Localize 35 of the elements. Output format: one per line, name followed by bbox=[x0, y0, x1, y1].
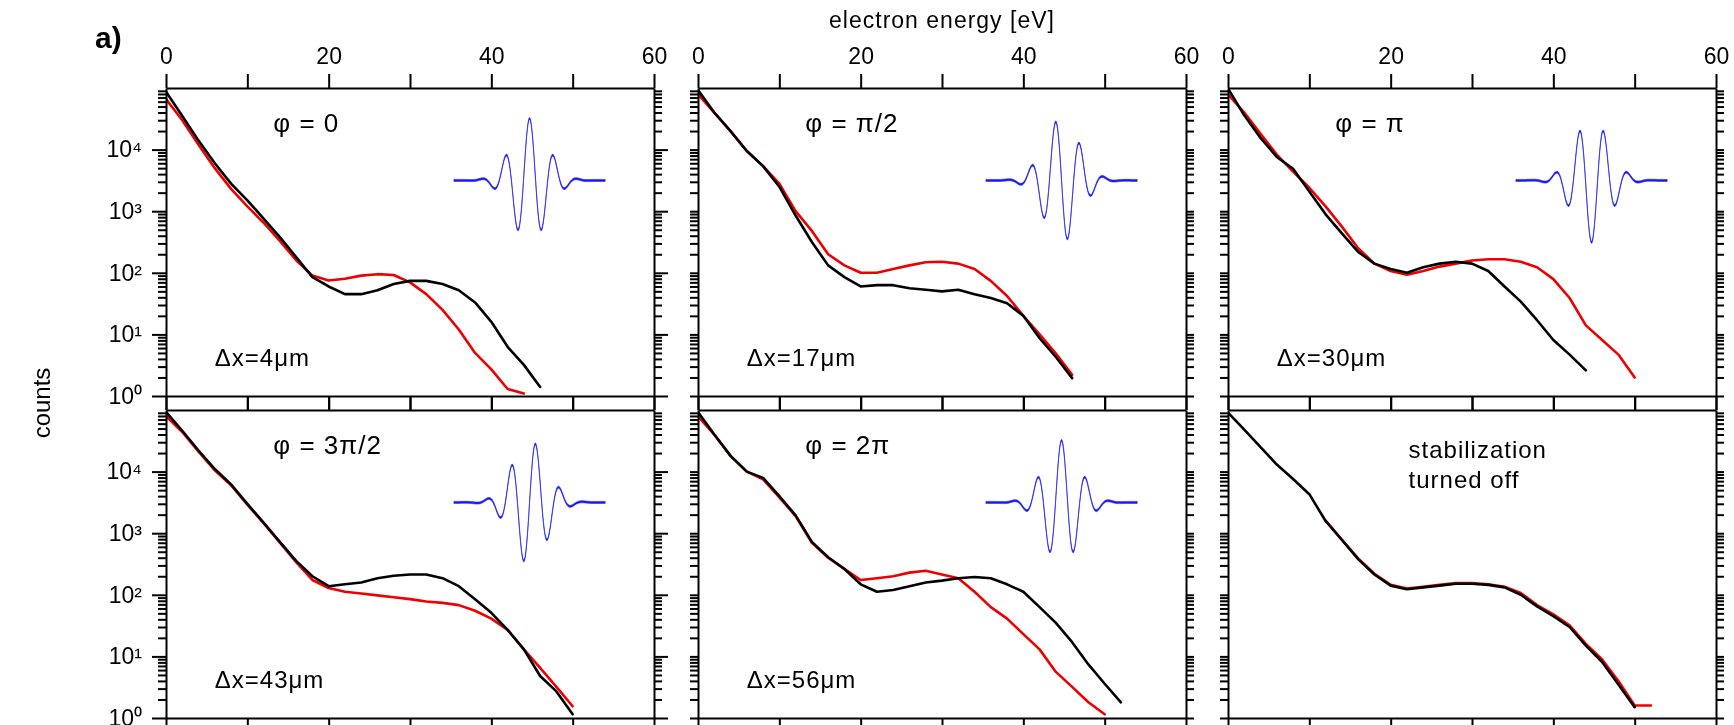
y-tick-label: 10² bbox=[108, 581, 143, 608]
annotation: Δx=56μm bbox=[746, 666, 857, 693]
annotation: Δx=43μm bbox=[214, 666, 325, 693]
annotation: φ = 3π/2 bbox=[273, 430, 382, 460]
x-tick-label: 20 bbox=[1378, 43, 1404, 69]
y-tick-label: 10⁴ bbox=[106, 458, 142, 485]
x-tick-label: 40 bbox=[1011, 43, 1037, 69]
y-tick-label: 10² bbox=[108, 259, 143, 286]
annotation: φ = π bbox=[1335, 108, 1405, 138]
x-tick-label: 40 bbox=[479, 43, 505, 69]
annotation: Δx=17μm bbox=[746, 344, 857, 371]
x-tick-label: 0 bbox=[1222, 43, 1235, 69]
y-tick-label: 10⁴ bbox=[106, 136, 142, 163]
x-tick-label: 20 bbox=[316, 43, 342, 69]
y-tick-label: 10¹ bbox=[108, 321, 143, 348]
x-tick-label: 0 bbox=[692, 43, 705, 69]
x-tick-label: 40 bbox=[1541, 43, 1567, 69]
annotation: φ = π/2 bbox=[805, 108, 899, 138]
y-tick-label: 10³ bbox=[108, 198, 143, 225]
annotation: Δx=30μm bbox=[1276, 344, 1387, 371]
y-tick-label: 10³ bbox=[108, 520, 143, 547]
x-tick-label: 60 bbox=[1173, 43, 1200, 69]
chart-title: a) bbox=[95, 21, 122, 54]
x-tick-label: 0 bbox=[160, 43, 173, 69]
y-axis-title: counts bbox=[28, 367, 55, 439]
annotation: Δx=4μm bbox=[214, 344, 311, 371]
y-tick-label: 10¹ bbox=[108, 643, 143, 670]
annotation: stabilization turned off bbox=[1408, 436, 1547, 493]
x-tick-label: 20 bbox=[848, 43, 874, 69]
x-tick-label: 60 bbox=[641, 43, 668, 69]
annotation: φ = 2π bbox=[805, 430, 891, 460]
annotation: φ = 0 bbox=[273, 108, 340, 138]
y-tick-label: 10⁰ bbox=[108, 382, 142, 409]
x-axis-title: electron energy [eV] bbox=[829, 7, 1055, 33]
x-tick-label: 60 bbox=[1703, 43, 1730, 69]
